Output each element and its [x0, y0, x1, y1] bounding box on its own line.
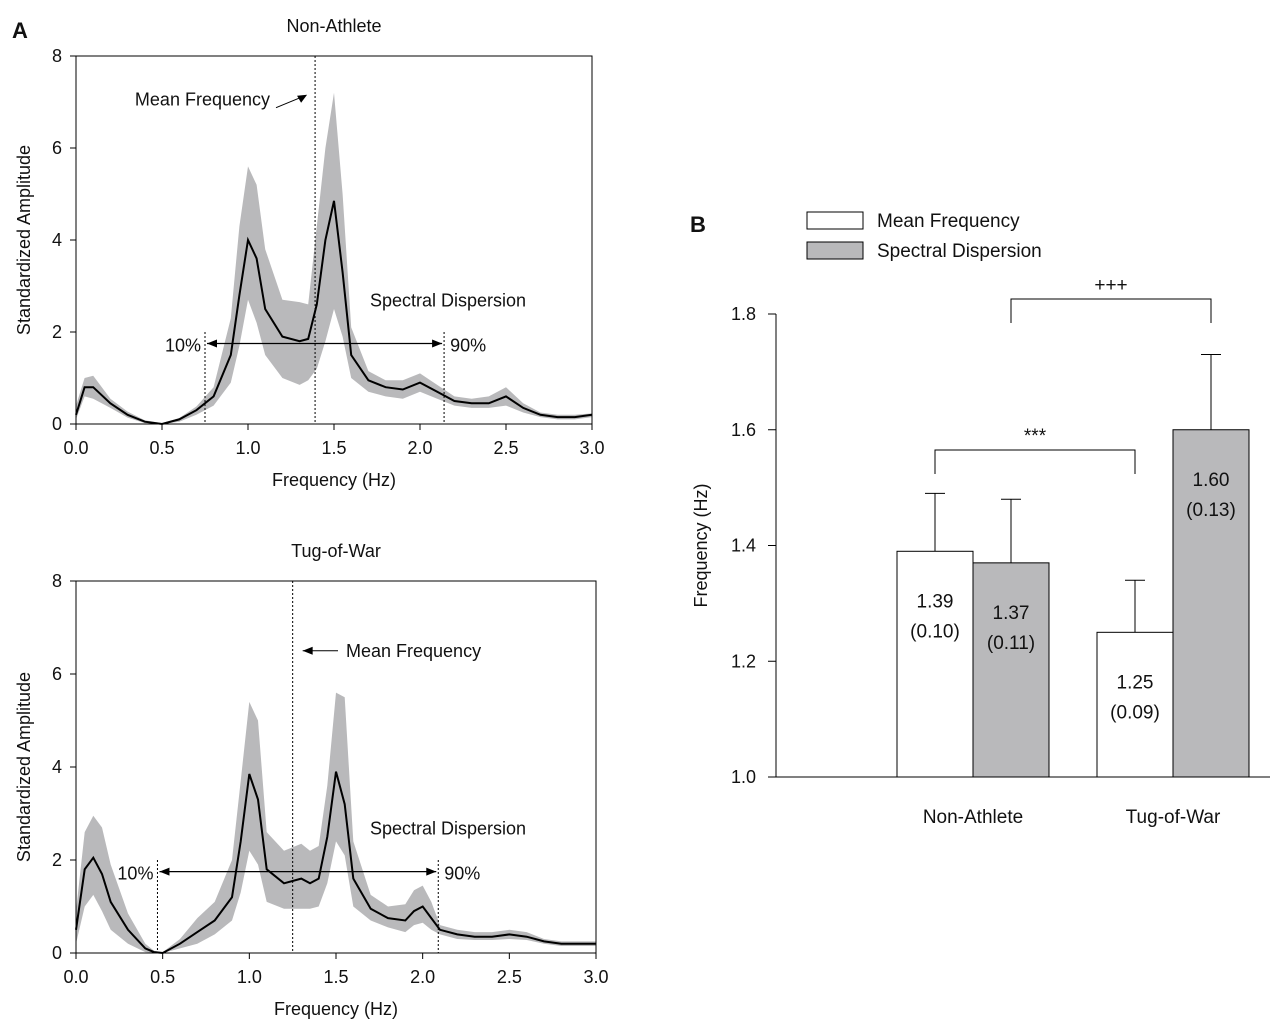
bar-value-label: 1.60 — [1193, 470, 1230, 491]
y-tick-label: 8 — [52, 571, 62, 591]
x-tick-label: 2.0 — [407, 438, 432, 458]
significance-label: *** — [1024, 426, 1047, 447]
bar-value-label: 1.39 — [917, 591, 954, 612]
bar-value-label: 1.25 — [1117, 672, 1154, 693]
y-tick-label: 6 — [52, 138, 62, 158]
mean-frequency-pointer-head — [302, 646, 313, 655]
arrowhead-right — [426, 867, 437, 876]
x-tick-label: 3.0 — [579, 438, 604, 458]
chart-title: Tug-of-War — [291, 541, 381, 561]
y-tick-label: 1.0 — [731, 767, 756, 787]
x-tick-label: 0.5 — [150, 967, 175, 987]
bar-sd-label: (0.11) — [987, 633, 1035, 654]
legend-label: Mean Frequency — [877, 211, 1020, 232]
chart-title: Non-Athlete — [286, 16, 381, 36]
chart-tug-of-war: 0.0 0.5 1.0 1.5 2.0 2.5 3.0 0 2 4 6 8 Tug-of-War Freq… — [14, 541, 609, 1019]
bar — [972, 562, 1050, 778]
spectral-dispersion-label: Spectral Dispersion — [370, 291, 526, 311]
x-tick-label: 2.5 — [493, 438, 518, 458]
significance-bracket — [1010, 298, 1212, 323]
y-tick-label: 8 — [52, 46, 62, 66]
sd-band — [76, 692, 596, 953]
p10-label: 10% — [117, 864, 153, 884]
x-axis-label: Frequency (Hz) — [274, 999, 398, 1019]
significance-bracket — [934, 449, 1136, 474]
y-tick-label: 6 — [52, 664, 62, 684]
mean-spectrum-line — [75, 771, 596, 955]
significance-label: +++ — [1094, 275, 1127, 296]
arrowhead-left — [159, 867, 170, 876]
sd-band — [76, 92, 592, 425]
x-tick-label: 2.0 — [410, 967, 435, 987]
y-axis-label: Frequency (Hz) — [691, 483, 711, 607]
x-tick-label: 3.0 — [583, 967, 608, 987]
legend-label: Spectral Dispersion — [877, 241, 1042, 262]
y-tick-label: 4 — [52, 757, 62, 777]
mean-frequency-label: Mean Frequency — [135, 90, 270, 110]
y-axis-label: Standardized Amplitude — [14, 145, 34, 335]
x-tick-label: 1.0 — [237, 967, 262, 987]
p10-label: 10% — [165, 336, 201, 356]
bar-sd-label: (0.13) — [1186, 500, 1236, 521]
bar — [1096, 631, 1174, 778]
x-tick-label: 1.5 — [323, 967, 348, 987]
y-tick-label: 1.2 — [731, 651, 756, 671]
x-tick-label: 0.0 — [63, 438, 88, 458]
y-tick-label: 1.4 — [731, 536, 756, 556]
y-tick-label: 1.6 — [731, 420, 756, 440]
p90-label: 90% — [450, 336, 486, 356]
bar — [1172, 429, 1250, 778]
bar-value-label: 1.37 — [993, 603, 1030, 624]
y-tick-label: 0 — [52, 943, 62, 963]
legend-swatch — [806, 241, 864, 260]
x-tick-label: 0.0 — [63, 967, 88, 987]
spectral-dispersion-label: Spectral Dispersion — [370, 818, 526, 838]
bar-sd-label: (0.10) — [910, 621, 960, 642]
chart-non-athlete: 0.0 0.5 1.0 1.5 2.0 2.5 3.0 0 2 4 6 8 Non-Athlete Fre… — [14, 16, 605, 490]
x-tick-label: 0.5 — [149, 438, 174, 458]
mean-frequency-label: Mean Frequency — [346, 641, 481, 661]
y-axis-label: Standardized Amplitude — [14, 672, 34, 862]
panel-label-a: A — [12, 18, 28, 43]
y-tick-label: 0 — [52, 414, 62, 434]
x-tick-label: 2.5 — [497, 967, 522, 987]
y-tick-label: 4 — [52, 230, 62, 250]
x-tick-label: 1.5 — [321, 438, 346, 458]
p90-label: 90% — [444, 864, 480, 884]
x-tick-label: 1.0 — [235, 438, 260, 458]
legend-swatch — [806, 211, 864, 230]
bar — [896, 550, 974, 778]
mean-frequency-pointer-head — [297, 94, 308, 103]
category-label: Non-Athlete — [923, 807, 1023, 828]
x-axis-label: Frequency (Hz) — [272, 470, 396, 490]
y-tick-label: 1.8 — [731, 304, 756, 324]
y-tick-label: 2 — [52, 850, 62, 870]
arrowhead-right — [432, 339, 443, 348]
category-label: Tug-of-War — [1126, 807, 1221, 828]
arrowhead-left — [207, 339, 217, 348]
bar-sd-label: (0.09) — [1110, 702, 1160, 723]
panel-label-b: B — [690, 212, 706, 237]
chart-bar-frequency: 1.0 1.2 1.4 1.6 1.8 Frequency (Hz) Mean Freque… — [691, 211, 1270, 828]
y-tick-label: 2 — [52, 322, 62, 342]
